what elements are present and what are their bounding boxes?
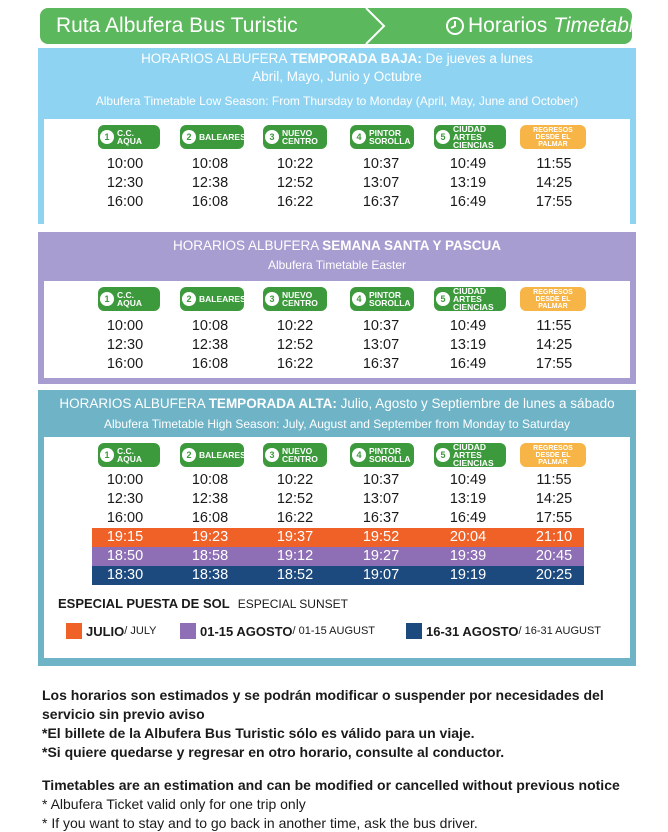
stop-cc-aqua: 1 C.C. AQUA — [98, 443, 160, 467]
stop-header: 1 C.C. AQUA 2 BALEARES 3 NUEVO CENTRO 4 PINT… — [44, 287, 630, 313]
time-row: 10:00 10:08 10:22 10:37 10:49 11:55 — [106, 472, 572, 488]
clock-icon — [446, 17, 464, 35]
legend-aug-late: 16-31 AGOSTO / 16-31 AUGUST — [406, 622, 601, 640]
time-row: 12:30 12:38 12:52 13:07 13:19 14:25 — [106, 175, 573, 191]
notes: Los horarios son estimados y se podrán m… — [42, 686, 642, 832]
stop-baleares: 2 BALEARES — [180, 125, 246, 149]
time-row: 12:30 12:38 12:52 13:07 13:19 14:25 — [106, 491, 573, 507]
stop-nuevo-centro: 3 NUEVO CENTRO — [263, 443, 327, 467]
stop-pintor-sorolla: 4 PINTOR SOROLLA — [350, 287, 414, 311]
time-row: 16:00 16:08 16:22 16:37 16:49 17:55 — [106, 356, 573, 372]
route-title: Ruta Albufera Bus Turistic — [56, 14, 298, 37]
stop-nuevo-centro: 3 NUEVO CENTRO — [263, 125, 327, 149]
notes-spanish: Los horarios son estimados y se podrán m… — [42, 687, 604, 760]
easter-subtitle: Albufera Timetable Easter — [267, 258, 407, 272]
stop-cc-aqua: 1 C.C. AQUA — [98, 287, 160, 311]
easter-title: HORARIOS ALBUFERA SEMANA SANTA Y PASCUA — [172, 238, 502, 253]
low-season-months: Abril, Mayo, Junio y Octubre — [252, 69, 422, 84]
header-banner: Ruta Albufera Bus Turistic Horarios Time… — [40, 8, 632, 44]
easter-section: HORARIOS ALBUFERA SEMANA SANTA Y PASCUA … — [38, 232, 636, 384]
sunset-row-aug-late: 18:30 18:38 18:52 19:07 19:19 20:25 — [92, 566, 584, 585]
stop-header: 1 C.C. AQUA 2 BALEARES 3 NUEVO CENTRO 4 PINT… — [44, 443, 630, 469]
stop-cc-aqua: 1 C.C. AQUA — [98, 125, 160, 149]
stop-header: 1 C.C. AQUA 2 BALEARES 3 NUEVO CENTRO 4 PINT… — [44, 125, 630, 151]
stop-regresos-el-palmar: REGRESOS DESDE EL PALMAR — [520, 287, 586, 311]
schedule-title: Horarios Timetable — [468, 14, 632, 37]
stop-ciudad-artes-ciencias: 5 CIUDAD ARTES CIENCIAS — [434, 443, 506, 467]
legend-july: JULIO / JULY — [66, 622, 157, 640]
legend-swatch — [406, 623, 422, 639]
stop-baleares: 2 BALEARES — [180, 443, 246, 467]
stop-pintor-sorolla: 4 PINTOR SOROLLA — [350, 125, 414, 149]
high-season-subtitle: Albufera Timetable High Season: July, Au… — [103, 417, 571, 431]
chevron-right-icon — [365, 8, 386, 44]
time-row: 10:00 10:08 10:22 10:37 10:49 11:55 — [106, 156, 572, 172]
stop-ciudad-artes-ciencias: 5 CIUDAD ARTES CIENCIAS — [434, 125, 506, 149]
sunset-row-july: 19:15 19:23 19:37 19:52 20:04 21:10 — [92, 528, 584, 547]
low-season-title: HORARIOS ALBUFERA TEMPORADA BAJA: De jue… — [141, 51, 533, 66]
stop-regresos-el-palmar: REGRESOS DESDE EL PALMAR — [520, 125, 586, 149]
stop-pintor-sorolla: 4 PINTOR SOROLLA — [350, 443, 414, 467]
low-season-subtitle: Albufera Timetable Low Season: From Thur… — [95, 94, 579, 108]
special-sunset-heading: ESPECIAL PUESTA DE SOL ESPECIAL SUNSET — [58, 596, 348, 611]
timetable-panel: 1 C.C. AQUA 2 BALEARES 3 NUEVO CENTRO 4 PINT… — [44, 437, 630, 658]
time-row: 16:00 16:08 16:22 16:37 16:49 17:55 — [106, 510, 573, 526]
legend-aug-early: 01-15 AGOSTO/ 01-15 AUGUST — [180, 622, 375, 640]
timetable-panel: 1 C.C. AQUA 2 BALEARES 3 NUEVO CENTRO 4 PINT… — [44, 281, 630, 378]
time-row: 10:00 10:08 10:22 10:37 10:49 11:55 — [106, 318, 572, 334]
stop-nuevo-centro: 3 NUEVO CENTRO — [263, 287, 327, 311]
low-season-section: HORARIOS ALBUFERA TEMPORADA BAJA: De jue… — [38, 48, 636, 264]
time-row: 16:00 16:08 16:22 16:37 16:49 17:55 — [106, 194, 573, 210]
legend-swatch — [66, 623, 82, 639]
high-season-title: HORARIOS ALBUFERA TEMPORADA ALTA: Julio,… — [59, 396, 615, 411]
stop-regresos-el-palmar: REGRESOS DESDE EL PALMAR — [520, 443, 586, 467]
high-season-section: HORARIOS ALBUFERA TEMPORADA ALTA: Julio,… — [38, 390, 636, 666]
sunset-row-aug-early: 18:50 18:58 19:12 19:27 19:39 20:45 — [92, 547, 584, 566]
stop-ciudad-artes-ciencias: 5 CIUDAD ARTES CIENCIAS — [434, 287, 506, 311]
time-row: 12:30 12:38 12:52 13:07 13:19 14:25 — [106, 337, 573, 353]
notes-english: Timetables are an estimation and can be … — [42, 777, 620, 831]
stop-baleares: 2 BALEARES — [180, 287, 246, 311]
legend-swatch — [180, 623, 196, 639]
